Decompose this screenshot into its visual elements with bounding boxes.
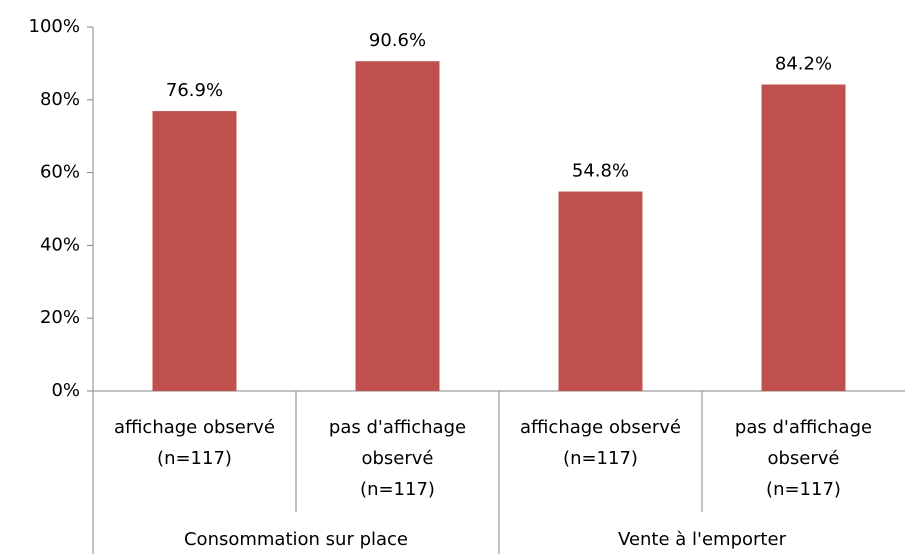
y-tick-label: 20% [40,307,80,328]
x-tick-label: (n=117) [360,479,435,500]
x-tick-label: (n=117) [766,479,841,500]
y-tick-label: 0% [51,380,80,401]
value-label: 54.8% [572,161,629,182]
group-label: Consommation sur place [184,529,408,550]
y-tick-label: 40% [40,234,80,255]
x-tick-label: pas d'affichage [735,417,872,438]
bar [558,191,643,391]
y-tick-label: 80% [40,89,80,110]
bar [152,111,237,392]
x-tick-label: (n=117) [157,448,232,469]
value-label: 76.9% [166,80,223,101]
group-label: Vente à l'emporter [618,529,787,550]
bar [761,84,846,392]
bar [355,61,440,391]
y-tick-label: 60% [40,162,80,183]
x-tick-label: affichage observé [520,417,681,438]
x-tick-label: (n=117) [563,448,638,469]
value-label: 84.2% [775,54,832,75]
x-tick-label: observé [361,448,433,469]
x-tick-label: observé [767,448,839,469]
value-label: 90.6% [369,30,426,51]
x-tick-label: pas d'affichage [329,417,466,438]
x-tick-label: affichage observé [114,417,275,438]
y-tick-label: 100% [29,16,80,37]
